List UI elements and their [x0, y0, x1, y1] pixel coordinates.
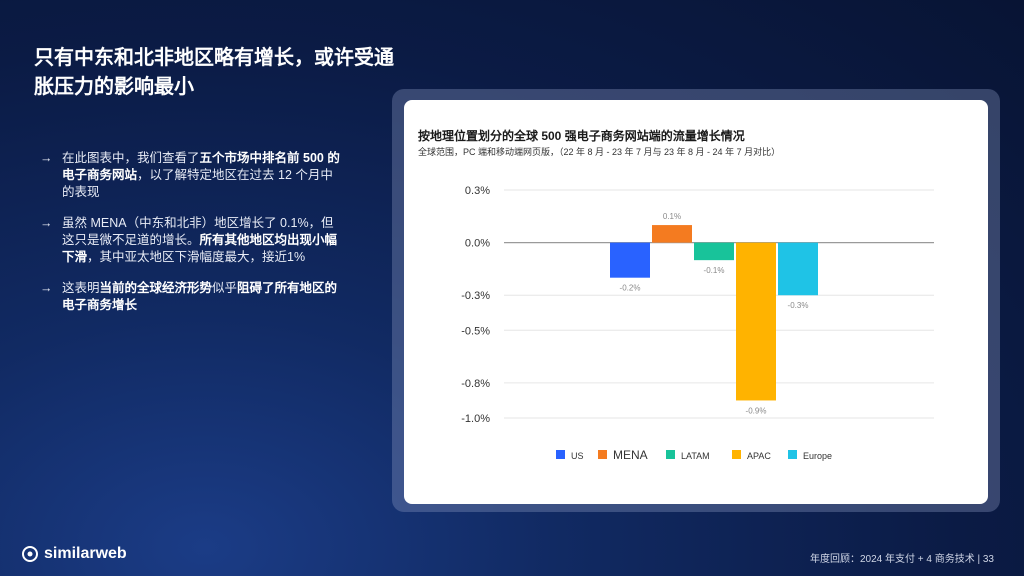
bullet-text-emphasis: 五个市场中排名前 500 的电子商务网站: [62, 151, 340, 182]
legend-label: MENA: [613, 448, 648, 462]
bullet-text-segment: ，以了解特定地区在过去 12 个月中的表现: [62, 168, 333, 199]
slide-title: 只有中东和北非地区略有增长，或许受通胀压力的影响最小: [34, 47, 394, 98]
bullet-text-segment: 在此图表中，我们查看了: [62, 151, 200, 165]
legend-swatch: [666, 450, 675, 459]
arrow-icon: →: [40, 216, 53, 230]
legend-swatch: [598, 450, 607, 459]
y-tick-label: -1.0%: [461, 413, 490, 425]
legend-label: US: [571, 451, 584, 461]
bullet-list: → 在此图表中，我们查看了五个市场中排名前 500 的电子商务网站，以了解特定地…: [40, 150, 340, 328]
bullet-text: 虽然 MENA（中东和北非）地区增长了 0.1%，但这只是微不足道的增长。所有其…: [62, 215, 340, 266]
bullet-text-emphasis: 所有其他地区均出现小幅下滑: [62, 233, 338, 264]
bar-apac: [736, 242, 776, 401]
y-tick-label: -0.8%: [461, 378, 490, 390]
bar-us: [610, 242, 650, 278]
legend-label: Europe: [803, 451, 832, 461]
data-label: 0.1%: [663, 212, 681, 221]
bullet-text: 在此图表中，我们查看了五个市场中排名前 500 的电子商务网站，以了解特定地区在…: [62, 150, 340, 201]
legend-label: LATAM: [681, 451, 710, 461]
similarweb-logo: similarweb: [22, 545, 127, 563]
bar-latam: [694, 242, 734, 261]
bar-europe: [778, 242, 818, 296]
data-label: -0.2%: [620, 284, 641, 293]
y-tick-label: 0.0%: [465, 238, 490, 250]
bar-chart: 0.3% 0.0% -0.3% -0.5% -0.8% -1.0% -0.2% 0.1% -0.…: [461, 185, 934, 462]
bullet-text-segment: ，其中亚太地区下滑幅度最大，接近1%: [87, 250, 306, 264]
logo-text: similarweb: [44, 545, 127, 562]
bullet-text-segment: 虽然 MENA（中东和北非）地区增长了 0.1%，但这只是微不足道的增长。: [62, 216, 334, 247]
chart-title: 按地理位置划分的全球 500 强电子商务网站端的流量增长情况: [418, 129, 745, 143]
footer-page-note: 年度回顾：2024 年支付 + 4 商务技术 | 33: [809, 554, 994, 565]
y-tick-label: -0.3%: [461, 290, 490, 302]
bullet-text-segment: 似乎: [212, 281, 238, 295]
chart-subtitle: 全球范围，PC 端和移动端网页版，（22 年 8 月 - 23 年 7 月与 2…: [418, 147, 781, 157]
similarweb-logo-icon: [22, 546, 38, 562]
legend-swatch: [788, 450, 797, 459]
y-tick-label: 0.3%: [465, 185, 490, 197]
legend-swatch: [732, 450, 741, 459]
bar-mena: [652, 225, 692, 243]
arrow-icon: →: [40, 281, 53, 295]
data-label: -0.3%: [788, 301, 809, 310]
bullet-text-segment: 这表明: [62, 281, 100, 295]
bullet-item: → 虽然 MENA（中东和北非）地区增长了 0.1%，但这只是微不足道的增长。所…: [40, 215, 340, 266]
arrow-icon: →: [40, 151, 53, 165]
bullet-text-emphasis: 阻碍了所有地区的电子商务增长: [62, 281, 338, 312]
bullet-item: → 这表明当前的全球经济形势似乎阻碍了所有地区的电子商务增长: [40, 280, 340, 314]
legend-label: APAC: [747, 451, 771, 461]
legend-swatch: [556, 450, 565, 459]
bullet-text: 这表明当前的全球经济形势似乎阻碍了所有地区的电子商务增长: [62, 280, 340, 314]
data-label: -0.1%: [704, 266, 725, 275]
y-tick-label: -0.5%: [461, 325, 490, 337]
bullet-text-emphasis: 当前的全球经济形势: [99, 281, 213, 295]
bullet-item: → 在此图表中，我们查看了五个市场中排名前 500 的电子商务网站，以了解特定地…: [40, 150, 340, 201]
chart-card: [404, 100, 988, 504]
data-label: -0.9%: [746, 406, 767, 415]
